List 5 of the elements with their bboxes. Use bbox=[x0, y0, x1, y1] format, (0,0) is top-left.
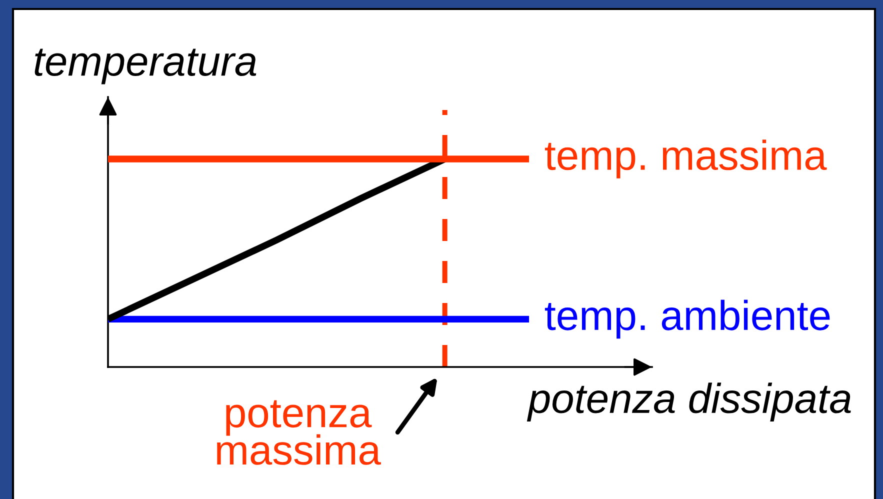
text: potenza massima bbox=[217, 400, 381, 465]
series-label: temp. massima bbox=[544, 140, 827, 178]
series-label: temp. ambiente bbox=[544, 300, 830, 339]
y-axis-title: temperatura bbox=[34, 48, 256, 84]
x-axis-title: potenza dissipata bbox=[526, 382, 851, 422]
